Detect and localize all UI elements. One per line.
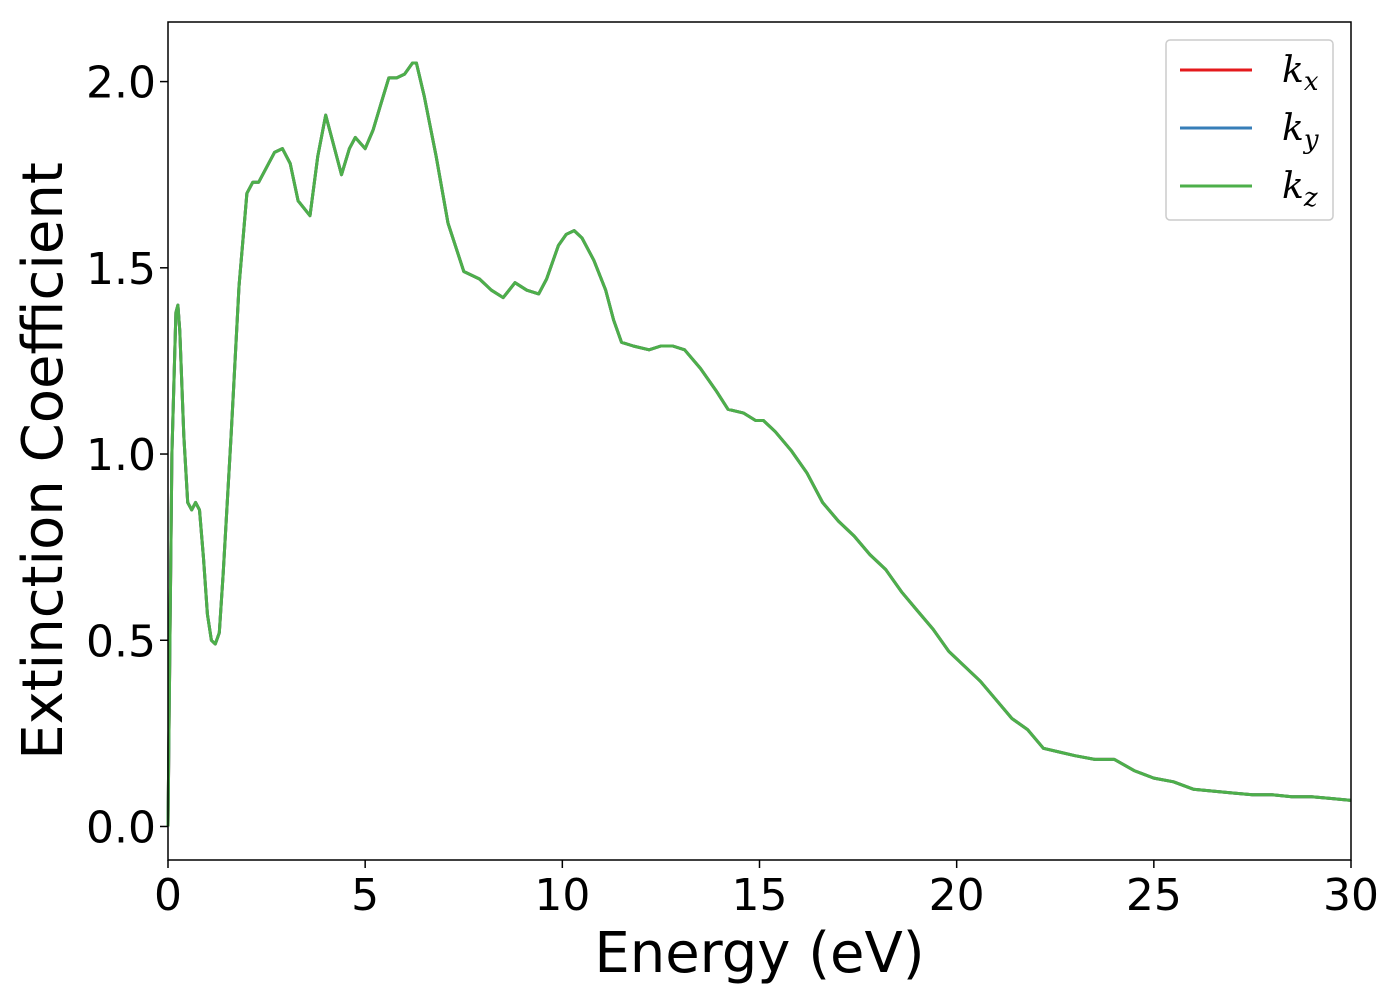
- x-tick-label: 5: [351, 870, 379, 921]
- x-axis: 0 5 10 15 20 25 30: [154, 860, 1379, 921]
- legend-label: kz: [1282, 166, 1318, 213]
- x-tick-label: 20: [929, 870, 985, 921]
- y-tick-label: 1.5: [86, 244, 156, 295]
- legend-box: [1165, 39, 1334, 221]
- x-tick-label: 30: [1323, 870, 1379, 921]
- x-tick-label: 0: [154, 870, 182, 921]
- y-tick-label: 0.5: [86, 616, 156, 667]
- y-axis-label: Extinction Coefficient: [11, 162, 76, 760]
- x-tick-label: 25: [1126, 870, 1182, 921]
- y-tick-label: 0.0: [86, 802, 156, 853]
- y-tick-label: 2.0: [86, 58, 156, 109]
- series-line-kz: [166, 61, 1352, 827]
- legend-label: ky: [1282, 108, 1319, 155]
- x-axis-label: Energy (eV): [594, 921, 924, 986]
- y-tick-label: 1.0: [86, 430, 156, 481]
- x-tick-label: 15: [732, 870, 788, 921]
- series-layer: [166, 61, 1352, 827]
- legend: kx ky kz: [1165, 39, 1334, 221]
- legend-label: kx: [1282, 50, 1319, 97]
- x-tick-label: 10: [534, 870, 590, 921]
- y-axis: 0.0 0.5 1.0 1.5 2.0: [86, 58, 168, 853]
